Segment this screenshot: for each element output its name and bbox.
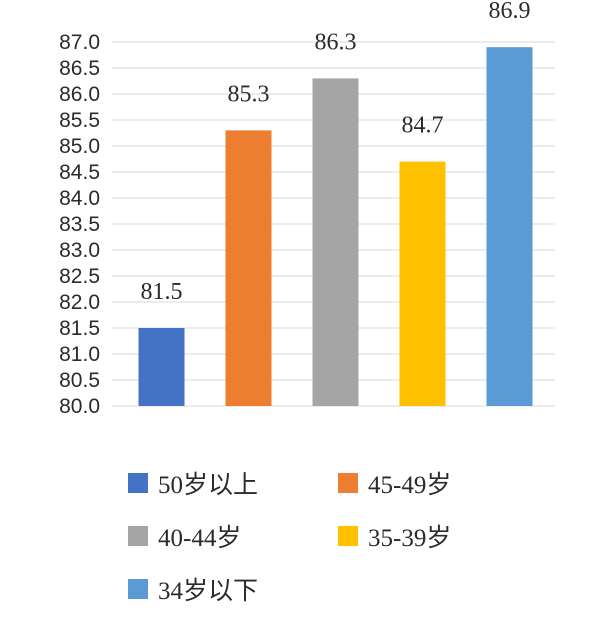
y-tick-label: 82.0 bbox=[59, 291, 100, 314]
legend-label: 45-49岁 bbox=[368, 471, 452, 499]
legend-label: 35-39岁 bbox=[368, 524, 452, 552]
y-tick-label: 87.0 bbox=[59, 31, 100, 54]
legend-item-35-39: 35-39岁 bbox=[338, 518, 548, 554]
legend-label: 34岁以下 bbox=[158, 577, 259, 605]
legend-item-45-49: 45-49岁 bbox=[338, 465, 548, 501]
bar-chart: 80.0 80.5 81.0 81.5 82.0 82.5 83.0 83.5 84.0 84.5… bbox=[59, 0, 555, 418]
legend-swatch bbox=[128, 578, 148, 599]
bars bbox=[138, 47, 533, 407]
legend-swatch bbox=[338, 525, 358, 546]
y-tick-label: 82.5 bbox=[59, 265, 100, 288]
y-tick-label: 83.0 bbox=[59, 239, 100, 262]
legend-row: 34岁以下 bbox=[128, 562, 568, 615]
y-tick-label: 81.5 bbox=[59, 317, 100, 340]
y-axis-tick-labels: 80.0 80.5 81.0 81.5 82.0 82.5 83.0 83.5 84.0 84.5… bbox=[59, 31, 100, 418]
data-labels: 81.5 85.3 86.3 84.7 86.9 bbox=[141, 0, 531, 305]
legend-label: 50岁以上 bbox=[158, 471, 259, 499]
y-tick-label: 86.5 bbox=[59, 57, 100, 80]
legend-swatch bbox=[128, 472, 148, 493]
legend-swatch bbox=[128, 525, 148, 546]
y-tick-label: 84.0 bbox=[59, 187, 100, 210]
y-tick-label: 85.0 bbox=[59, 135, 100, 158]
y-tick-label: 84.5 bbox=[59, 161, 100, 184]
y-tick-label: 81.0 bbox=[59, 343, 100, 366]
data-label: 85.3 bbox=[228, 81, 270, 107]
y-tick-label: 80.5 bbox=[59, 369, 100, 392]
legend-row: 40-44岁 35-39岁 bbox=[128, 509, 568, 562]
data-label: 81.5 bbox=[141, 279, 183, 305]
bar bbox=[312, 78, 359, 407]
legend-row: 50岁以上 45-49岁 bbox=[128, 456, 568, 509]
bar bbox=[399, 161, 446, 406]
bar bbox=[138, 328, 185, 406]
legend-item-34-under: 34岁以下 bbox=[128, 571, 338, 607]
data-label: 84.7 bbox=[402, 113, 444, 139]
bar bbox=[486, 47, 533, 406]
legend-item-50-plus: 50岁以上 bbox=[128, 465, 338, 501]
legend-label: 40-44岁 bbox=[158, 524, 242, 552]
legend-swatch bbox=[338, 472, 358, 493]
data-label: 86.9 bbox=[489, 0, 531, 24]
y-tick-label: 83.5 bbox=[59, 213, 100, 236]
bar bbox=[225, 130, 272, 406]
y-tick-label: 85.5 bbox=[59, 109, 100, 132]
legend-item-40-44: 40-44岁 bbox=[128, 518, 338, 554]
data-label: 86.3 bbox=[315, 29, 357, 55]
legend: 50岁以上 45-49岁 40-44岁 35-39岁 34岁以下 bbox=[128, 456, 568, 615]
y-tick-label: 80.0 bbox=[59, 395, 100, 418]
y-tick-label: 86.0 bbox=[59, 83, 100, 106]
